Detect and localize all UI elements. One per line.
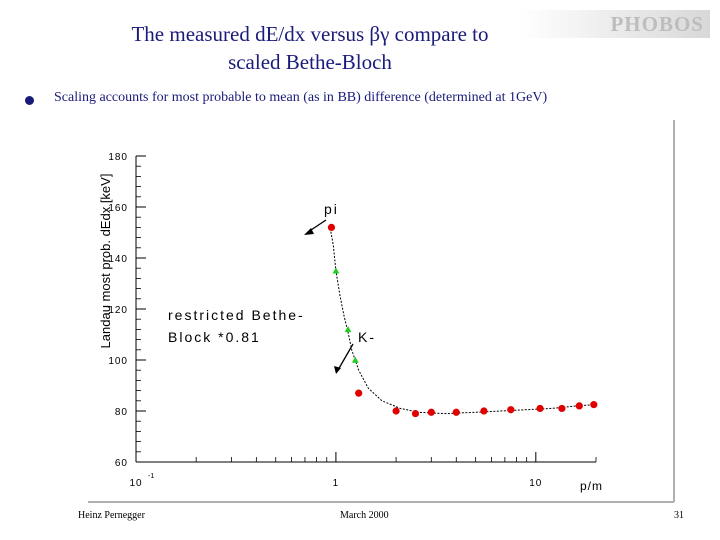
chart: 60 80 100 120 140 160 180 10 -1 1 10 Landau most p…	[88, 118, 676, 504]
footer-author: Heinz Pernegger	[78, 510, 145, 521]
data-points-layer	[327, 223, 598, 418]
y-tick-label: 100	[108, 356, 128, 367]
data-point-green	[351, 356, 359, 363]
data-point-red	[507, 406, 515, 414]
data-point-red	[327, 223, 336, 231]
chart-axes: 60 80 100 120 140 160 180 10 -1 1 10	[108, 152, 597, 489]
y-tick-label: 60	[115, 458, 128, 469]
k-arrow	[337, 343, 354, 371]
y-tick-label: 80	[115, 407, 128, 418]
data-point-green	[332, 267, 340, 274]
data-point-red	[590, 401, 598, 409]
bethe-bloch-curve-layer	[329, 224, 597, 415]
logo-band	[520, 10, 710, 38]
x-tick-label: 10	[129, 478, 142, 489]
bullet-text-before: Scaling accounts for most probable to me…	[54, 90, 338, 105]
curve-label-line1: restricted Bethe-	[168, 307, 305, 323]
x-axis-label: p/m	[580, 479, 603, 493]
bethe-bloch-curve	[329, 224, 597, 415]
data-point-red	[392, 407, 400, 415]
data-point-red	[575, 402, 583, 410]
data-point-red	[558, 404, 566, 413]
data-point-red	[411, 409, 420, 418]
pi-arrowhead	[304, 228, 314, 235]
data-point-green	[344, 326, 352, 333]
k-arrowhead	[334, 366, 341, 374]
slide-title-line1: The measured dE/dx versus βγ compare to	[131, 22, 489, 46]
footer-date: March 2000	[340, 510, 389, 521]
annotation-k: K-	[358, 329, 376, 345]
data-point-red	[355, 389, 363, 397]
data-point-red	[427, 408, 435, 416]
slide-title: The measured dE/dx versus βγ compare to …	[60, 20, 560, 76]
y-tick-label: 120	[108, 305, 128, 316]
annotation-pi: pi	[324, 201, 339, 217]
y-tick-label: 180	[108, 152, 128, 163]
data-point-red	[480, 407, 488, 415]
bullet-text-after: ) difference (determined at 1GeV)	[356, 90, 548, 105]
data-point-red	[536, 404, 544, 413]
y-tick-label: 160	[108, 203, 128, 214]
bullet-dot-icon	[25, 96, 34, 105]
footer-page-number: 31	[674, 510, 684, 521]
slide-title-line2: scaled Bethe-Bloch	[228, 50, 392, 74]
curve-label-line2: Block *0.81	[168, 329, 261, 345]
chart-background	[88, 118, 674, 502]
x-tick-label: 10	[529, 478, 542, 489]
chart-svg: 60 80 100 120 140 160 180 10 -1 1 10 Landau most p…	[88, 118, 675, 503]
bullet-text: Scaling accounts for most probable to me…	[54, 90, 547, 106]
y-axis-label: Landau most prob. dEdx [keV]	[98, 174, 113, 349]
y-tick-label: 140	[108, 254, 128, 265]
phobos-logo: PHOBOS	[610, 12, 704, 36]
bullet-text-bb: BB	[337, 90, 357, 105]
x-tick-exponent: -1	[148, 473, 154, 480]
x-tick-label: 1	[333, 478, 340, 489]
data-point-red	[452, 408, 460, 416]
annotation-layer: Landau most prob. dEdx [keV] p/m pi K- r…	[98, 174, 603, 493]
